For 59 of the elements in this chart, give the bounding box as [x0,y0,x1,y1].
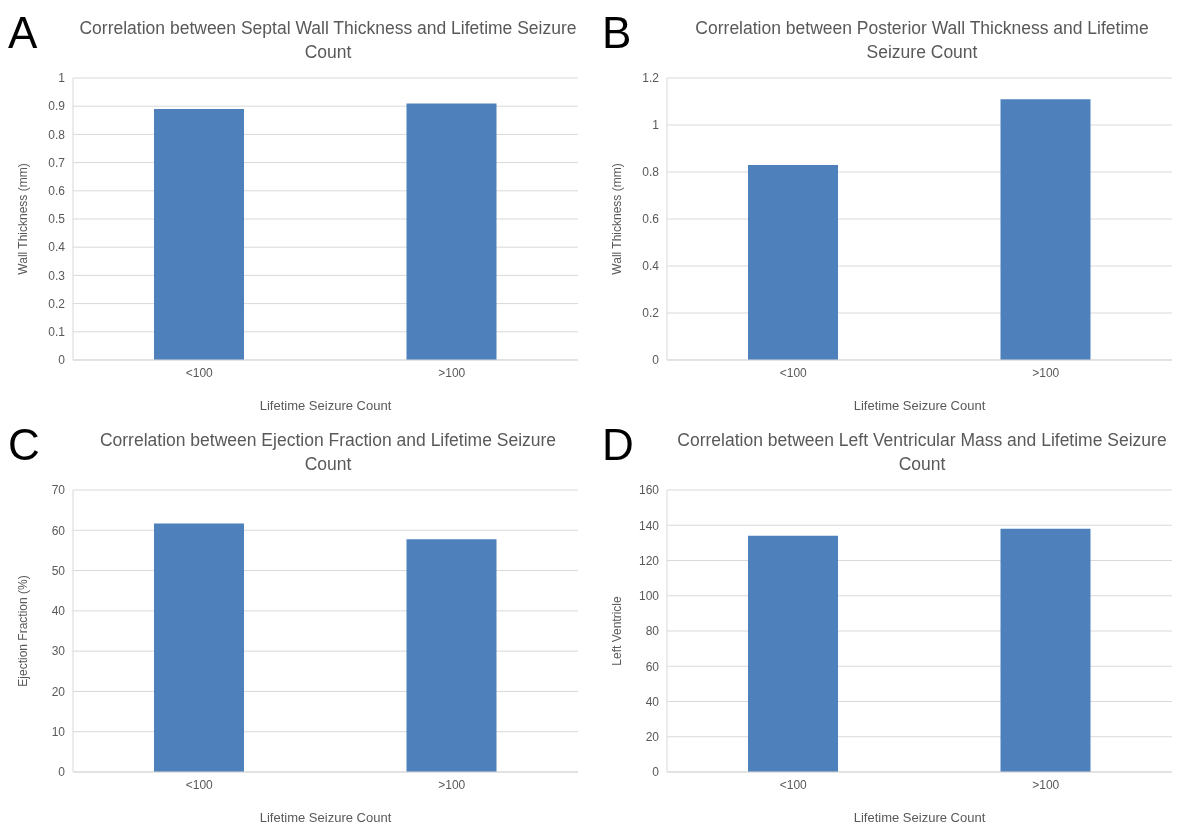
y-tick-label: 0.5 [48,212,66,227]
y-tick-label: 0.8 [642,165,660,180]
y-axis-title: Ejection Fraction (%) [16,575,31,687]
y-axis-title: Wall Thickness (mm) [16,163,31,275]
y-tick-label: 1 [652,118,660,133]
y-tick-label: 10 [51,724,66,739]
x-axis-title: Lifetime Seizure Count [853,810,986,825]
y-axis-title: Left Ventricle [610,595,625,666]
y-tick-label: 20 [51,684,66,699]
x-tick-label: <100 [185,777,214,792]
x-tick-label: <100 [779,365,808,380]
y-tick-label: 120 [638,553,660,568]
y-tick-label: 0.3 [48,268,66,283]
y-tick-label: 60 [645,659,660,674]
y-tick-label: 0.2 [48,296,66,311]
x-axis-title: Lifetime Seizure Count [259,398,392,413]
y-axis-title: Wall Thickness (mm) [610,163,625,275]
y-tick-label: 0.2 [642,306,660,321]
text: C [8,420,40,470]
chart-title: Correlation between Septal Wall Thickness and Lifetime Seizure Count [78,17,578,64]
y-tick-label: 160 [638,483,660,498]
y-tick-label: 0 [58,765,66,780]
x-tick-label: <100 [185,365,214,380]
y-tick-label: 0.7 [48,155,66,170]
y-tick-label: 40 [645,694,660,709]
x-tick-label: >100 [438,365,466,380]
chart-title: Correlation between Left Ventricular Mass and Lifetime Seizure Count [676,429,1168,476]
x-tick-label: >100 [1032,777,1060,792]
y-tick-label: 0 [652,353,660,368]
y-tick-label: 80 [645,624,660,639]
x-tick-label: >100 [438,777,466,792]
y-tick-label: 0 [652,765,660,780]
x-tick-label: >100 [1032,365,1060,380]
y-tick-label: 60 [51,523,66,538]
y-tick-label: 0.8 [48,127,66,142]
y-tick-label: 1 [58,71,66,86]
y-tick-label: 0.4 [48,240,66,255]
y-tick-label: 140 [638,518,660,533]
y-tick-label: 0.1 [48,325,66,340]
y-tick-label: 20 [645,730,660,745]
y-tick-label: 0.9 [48,99,66,114]
y-tick-label: 40 [51,604,66,619]
chart-title: Correlation between Ejection Fraction and Lifetime Seizure Count [98,429,558,476]
y-tick-label: 0.6 [642,212,660,227]
y-tick-label: 30 [51,644,66,659]
chart-title: Correlation between Posterior Wall Thickness and Lifetime Seizure Count [694,17,1150,64]
y-tick-label: 1.2 [642,71,660,86]
y-tick-label: 0 [58,353,66,368]
y-tick-label: 0.6 [48,184,66,199]
x-axis-title: Lifetime Seizure Count [853,398,986,413]
x-axis-title: Lifetime Seizure Count [259,810,392,825]
text: A [8,8,38,58]
y-tick-label: 70 [51,483,66,498]
text: B [602,8,632,58]
y-tick-label: 100 [638,589,660,604]
text: D [602,420,634,470]
x-tick-label: <100 [779,777,808,792]
y-tick-label: 50 [51,563,66,578]
y-tick-label: 0.4 [642,259,660,274]
